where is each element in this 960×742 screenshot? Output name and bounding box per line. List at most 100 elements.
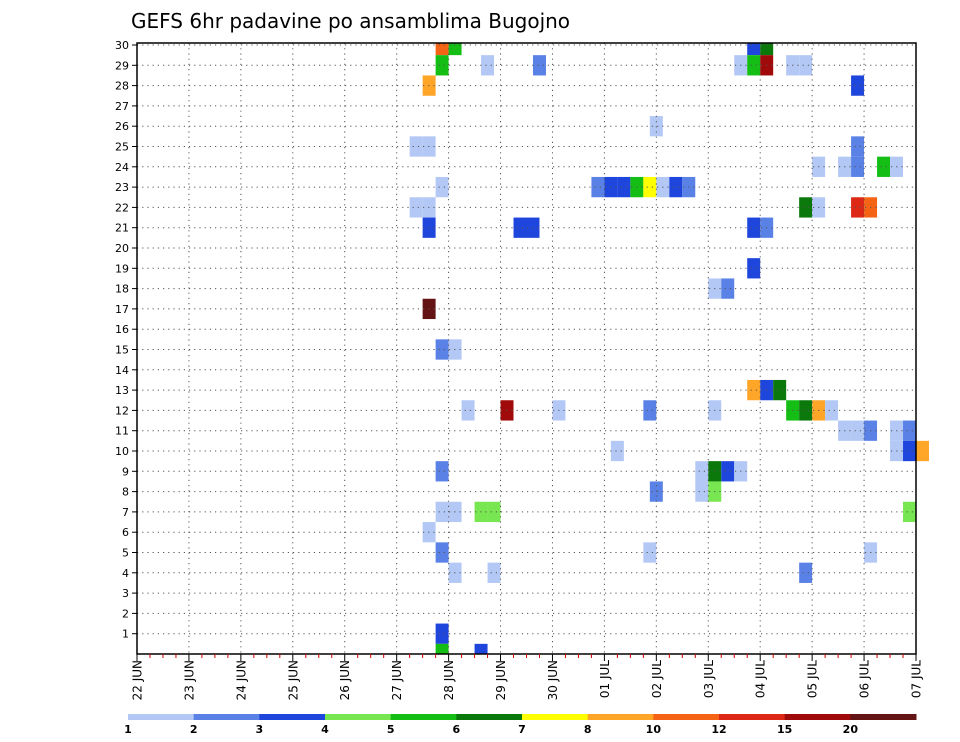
heatmap-cell [591, 176, 605, 198]
heatmap-cell [474, 643, 488, 654]
y-tick-label: 6 [122, 526, 129, 539]
heatmap-cell [448, 43, 462, 56]
x-tick-label: 24 JUN [234, 660, 248, 700]
x-tick-label: 29 JUN [494, 660, 508, 700]
heatmap-cell [409, 136, 423, 157]
y-tick-label: 17 [115, 303, 129, 316]
heatmap-cell [747, 258, 761, 279]
colorbar-label: 8 [584, 723, 592, 736]
x-tick-label: 02 JUL [650, 660, 664, 698]
x-tick-label: 22 JUN [131, 660, 145, 700]
y-tick-label: 26 [115, 120, 129, 133]
heatmap-cell [487, 562, 501, 583]
y-tick-label: 7 [122, 506, 129, 519]
heatmap-cell [435, 643, 449, 654]
x-tick-label: 30 JUN [546, 660, 560, 700]
colorbar-label: 4 [321, 723, 329, 736]
plot-frame [136, 42, 917, 655]
heatmap-cell [409, 197, 423, 218]
y-tick-label: 3 [122, 587, 129, 600]
colorbar-label: 10 [646, 723, 662, 736]
heatmap-cell [773, 379, 787, 401]
y-tick-label: 23 [115, 181, 129, 194]
heatmap-cell [747, 43, 761, 56]
heatmap-cell [721, 278, 735, 299]
colorbar-swatch [587, 714, 654, 720]
x-tick-label: 06 JUL [858, 660, 872, 698]
heatmap-cell [435, 501, 449, 523]
heatmap-cell [481, 55, 495, 76]
y-tick-label: 29 [115, 59, 129, 72]
y-tick-label: 14 [115, 364, 129, 377]
heatmap-cell [903, 501, 916, 523]
y-tick-label: 20 [115, 242, 129, 255]
heatmap-cell [799, 197, 813, 218]
heatmap-cell [669, 176, 683, 198]
y-tick-label: 10 [115, 445, 129, 458]
colorbar-label: 20 [843, 723, 859, 736]
x-tick-label: 03 JUL [702, 660, 716, 698]
y-tick-label: 13 [115, 384, 129, 397]
y-tick-label: 8 [122, 486, 129, 499]
x-tick-label: 28 JUN [442, 660, 456, 700]
colorbar-swatch [259, 714, 326, 720]
heatmap-cell [903, 440, 916, 462]
heatmap-cell [435, 542, 449, 563]
x-tick-label: 05 JUL [806, 660, 820, 698]
y-tick-label: 21 [115, 222, 129, 235]
heatmap-cell [851, 420, 865, 441]
x-tick-label: 27 JUN [390, 660, 404, 700]
heatmap-cell [851, 136, 865, 157]
heatmap-cell [799, 400, 813, 421]
colorbar-label: 7 [518, 723, 526, 736]
y-tick-label: 30 [115, 39, 129, 52]
y-tick-label: 2 [122, 607, 129, 620]
heatmap-cell [435, 339, 449, 360]
y-tick-label: 15 [115, 344, 129, 357]
heatmap-cell [610, 440, 624, 462]
colorbar-label: 12 [711, 723, 726, 736]
y-tick-label: 28 [115, 80, 129, 93]
x-tick-label: 04 JUL [754, 660, 768, 698]
colorbar-label: 1 [124, 723, 132, 736]
colorbar-swatch [522, 714, 589, 720]
heatmap-cell [721, 461, 735, 482]
heatmap-cell [916, 440, 929, 462]
y-tick-label: 25 [115, 141, 129, 154]
heatmap-cell [532, 55, 546, 76]
colorbar-swatch [128, 714, 195, 720]
y-tick-label: 5 [122, 547, 129, 560]
y-tick-label: 1 [122, 628, 129, 641]
colorbar-swatch [653, 714, 720, 720]
heatmap-cell [903, 420, 916, 441]
heatmap-cell [760, 43, 774, 56]
heatmap-cell [799, 55, 813, 76]
heatmap-cell [435, 623, 449, 644]
x-tick-label: 23 JUN [182, 660, 196, 700]
y-tick-label: 27 [115, 100, 129, 113]
y-tick-label: 19 [115, 262, 129, 275]
heatmap-cell [799, 562, 813, 583]
colorbar-swatch [193, 714, 260, 720]
y-tick-label: 22 [115, 201, 129, 214]
heatmap-cell [851, 156, 865, 177]
y-tick-label: 24 [115, 161, 129, 174]
heatmap-cell [877, 156, 891, 177]
colorbar-swatch [390, 714, 457, 720]
colorbar-label: 5 [387, 723, 395, 736]
heatmap-cell [617, 176, 631, 198]
heatmap-cell [851, 75, 865, 96]
heatmap-cell [695, 481, 709, 502]
heatmap-cell [461, 400, 475, 421]
heatmap-cell [435, 461, 449, 482]
colorbar-swatch [850, 714, 917, 720]
heatmap-cell [747, 55, 761, 76]
colorbar-swatch [456, 714, 523, 720]
heatmap-cell [695, 461, 709, 482]
colorbar-swatch [784, 714, 851, 720]
heatmap-cell [513, 217, 527, 238]
colorbar-swatch [325, 714, 392, 720]
x-tick-label: 26 JUN [338, 660, 352, 700]
y-tick-label: 18 [115, 283, 129, 296]
